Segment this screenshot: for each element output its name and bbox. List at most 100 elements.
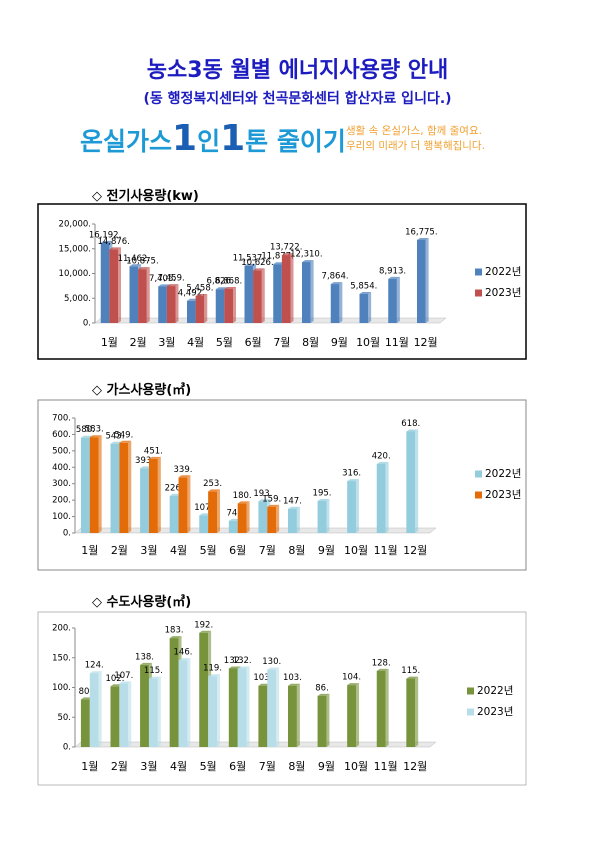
bar (317, 695, 327, 747)
y-tick-label: 600. (52, 430, 71, 440)
value-label: 107. (194, 503, 213, 513)
tagline-line: 우리의 미래가 더 행복해집니다. (346, 140, 485, 152)
bar-top (208, 674, 220, 677)
bar-top (388, 276, 400, 279)
bar (388, 278, 397, 323)
value-label: 180. (233, 491, 252, 501)
bar (376, 670, 386, 747)
slogan-part: 톤 줄이기 (245, 127, 346, 156)
bar (169, 638, 179, 747)
x-tick-label: 12월 (414, 336, 438, 349)
bar (89, 437, 99, 533)
slogan-part: 인 (197, 127, 221, 156)
bar-side (356, 479, 360, 533)
value-label: 124. (85, 661, 104, 671)
y-tick-label: 5,000. (64, 294, 91, 304)
bar-side (98, 435, 102, 533)
bar (89, 673, 99, 747)
x-tick-label: 12월 (403, 760, 427, 773)
bar (376, 464, 386, 533)
value-label: 11,877. (261, 252, 293, 262)
bar (80, 699, 90, 747)
slogan: 온실가스1인1톤 줄이기 (80, 118, 346, 159)
bar-top (317, 693, 330, 696)
bar (215, 289, 225, 323)
legend-swatch (475, 470, 482, 478)
chart: 0. 100. 200. 300. 400. 500. 600. 700. 1월 580.583.… (37, 399, 527, 571)
legend-label: 2022년 (485, 266, 521, 278)
bar (406, 431, 416, 533)
value-label: 253. (203, 479, 222, 489)
x-tick-label: 10월 (344, 760, 368, 773)
bar-top (148, 456, 161, 459)
x-tick-label: 7월 (273, 336, 290, 349)
bar-top (228, 666, 241, 669)
bar-top (302, 260, 314, 263)
x-tick-label: 10월 (356, 336, 380, 349)
bar-side (326, 693, 330, 747)
bar-top (119, 681, 132, 684)
bar-top (100, 240, 113, 243)
bar (208, 491, 217, 533)
bar-side (217, 489, 220, 533)
x-tick-label: 3월 (158, 336, 175, 349)
bar-top (140, 662, 152, 665)
bar (359, 294, 369, 323)
value-label: 6,868. (215, 277, 242, 287)
bar-top (148, 676, 161, 679)
bar (119, 683, 129, 747)
x-tick-label: 4월 (170, 760, 187, 773)
value-label: 14,876. (97, 237, 129, 247)
value-label: 138. (135, 652, 154, 662)
value-label: 10,626. (241, 258, 273, 268)
x-tick-label: 2월 (111, 544, 128, 557)
bar (281, 255, 291, 323)
bar-side (128, 681, 132, 747)
bar-side (368, 292, 372, 323)
bar-top (169, 636, 182, 639)
bar (347, 685, 357, 747)
slogan-part: 1 (172, 118, 198, 159)
y-tick-label: 400. (52, 463, 71, 473)
bar-top (267, 667, 280, 670)
value-label: 4,492. (178, 288, 205, 298)
x-tick-label: 9월 (318, 544, 335, 557)
bar-top (288, 506, 300, 509)
bar (267, 669, 277, 747)
x-tick-label: 9월 (331, 336, 348, 349)
bar (258, 501, 268, 533)
bar-top (119, 440, 132, 443)
bar-top (195, 293, 208, 296)
value-label: 226. (165, 483, 184, 493)
bar (110, 443, 120, 533)
bar (110, 686, 120, 747)
value-label: 618. (401, 419, 420, 429)
bar (406, 678, 416, 747)
bar-side (385, 668, 389, 747)
value-label: 115. (144, 666, 163, 676)
bar-side (187, 475, 191, 533)
bar (148, 458, 158, 533)
value-label: 8,913. (379, 266, 406, 276)
y-tick-label: 200. (52, 624, 71, 634)
bar-top (244, 263, 257, 266)
x-tick-label: 1월 (101, 336, 118, 349)
bar-side (425, 237, 429, 323)
bar (228, 520, 238, 533)
x-tick-label: 3월 (140, 544, 157, 557)
legend-swatch (467, 708, 474, 716)
bar-top (224, 287, 236, 290)
value-label: 80. (79, 687, 93, 697)
bar (258, 685, 268, 747)
value-label: 183. (165, 626, 184, 636)
bar-top (178, 475, 191, 478)
bar (195, 295, 205, 323)
plot-floor (74, 527, 437, 534)
bar-top (406, 429, 419, 432)
bar (166, 286, 176, 323)
legend-label: 2023년 (477, 706, 513, 718)
bar-side (415, 429, 419, 533)
y-tick-label: 10,000. (59, 269, 91, 279)
value-label: 11,462. (118, 254, 150, 264)
